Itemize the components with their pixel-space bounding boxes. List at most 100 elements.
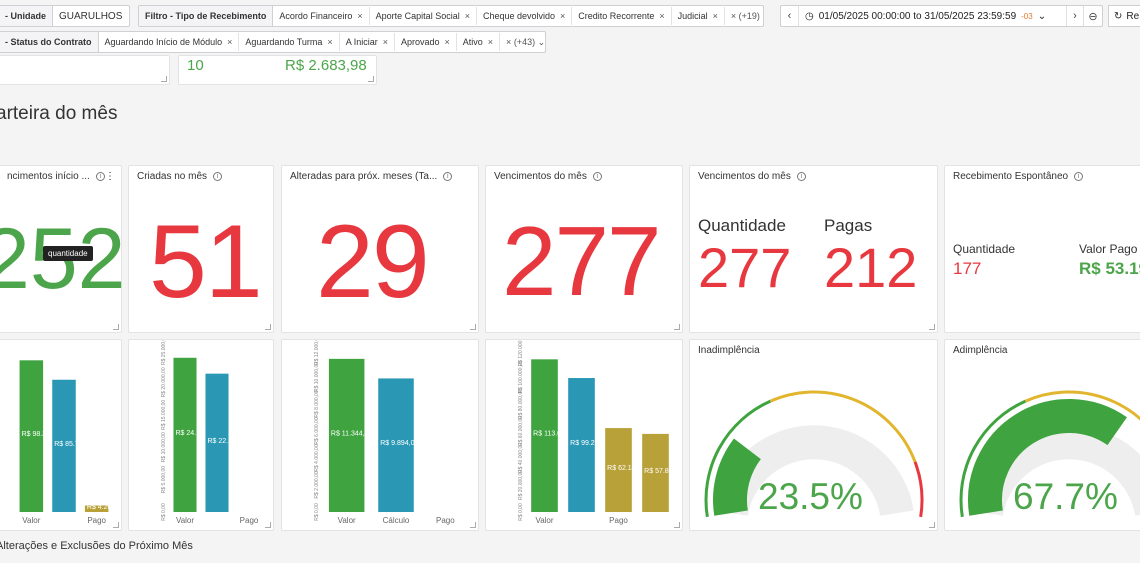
quantidade-value: 277 — [698, 236, 792, 299]
info-icon[interactable]: i — [95, 172, 105, 181]
recebimento-chips: Acordo Financeiro × Aporte Capital Social ×… — [273, 7, 725, 25]
chip-label: Aprovado — [400, 37, 440, 47]
x-tick-label: Cálculo — [383, 516, 410, 525]
close-icon[interactable]: × — [444, 37, 450, 47]
close-icon[interactable]: × — [487, 37, 494, 47]
bar — [19, 360, 44, 512]
bar-chart-panel-3: R$ 0,00 R$ 2.000,00 R$ 4.000,00 R$ 6.000,00… — [281, 339, 479, 531]
gauge-value: 67.7% — [1013, 476, 1118, 517]
resize-handle[interactable] — [929, 324, 935, 330]
bar-chart: R$ 0,00 R$ 5.000,00 R$ 10.000,00 R$ 15.000,… — [161, 340, 259, 525]
chip-label: Aguardando Turma — [245, 37, 323, 47]
panel-menu-icon[interactable]: ⋮ — [105, 171, 115, 182]
stat-value: 51 — [149, 204, 263, 320]
info-icon[interactable]: i — [443, 172, 453, 181]
recebimento-filter-label: Filtro - Tipo de Recebimento — [139, 6, 274, 26]
resize-handle[interactable] — [674, 522, 680, 528]
y-tick-label: R$ 100.000,00 — [518, 360, 524, 393]
unidade-filter-label: - Unidade — [0, 6, 54, 26]
recebimento-chip[interactable]: Acordo Financeiro × — [273, 7, 370, 25]
recebimento-chip[interactable]: Aporte Capital Social × — [370, 7, 477, 25]
gauge-threshold — [1024, 390, 1140, 421]
close-icon[interactable]: × — [327, 37, 333, 47]
resize-handle[interactable] — [265, 522, 271, 528]
stat-value: 29 — [316, 204, 430, 320]
close-icon[interactable]: × — [560, 11, 566, 21]
recebimento-filter[interactable]: Filtro - Tipo de Recebimento Acordo Fina… — [138, 5, 764, 27]
contrato-filter[interactable]: - Status do Contrato Aguardando Início d… — [0, 31, 546, 53]
time-range-picker[interactable]: ‹ ◷ 01/05/2025 00:00:00 to 31/05/2025 23… — [780, 5, 1103, 27]
bar-chart-panel-4: R$ 0,00 R$ 20.000,00 R$ 40.000,00 R$ 60.000… — [485, 339, 683, 531]
panel-title: Alteradas para próx. meses (Ta... i — [290, 171, 453, 182]
top-partial-panel-left — [0, 55, 170, 85]
y-tick-label: R$ 0,00 — [518, 503, 524, 521]
unidade-filter[interactable]: - Unidade GUARULHOS⌄ — [0, 5, 130, 27]
resize-handle[interactable] — [470, 324, 476, 330]
panel-title: Adimplência — [953, 345, 1008, 356]
bar — [378, 378, 414, 512]
contrato-chip[interactable]: Aguardando Turma × — [239, 33, 340, 51]
panel-title-text: Criadas no mês — [137, 171, 208, 182]
time-range-text: 01/05/2025 00:00:00 to 31/05/2025 23:59:… — [818, 10, 1017, 22]
gauge — [704, 390, 924, 518]
contrato-chip[interactable]: Aprovado × — [395, 33, 457, 51]
close-icon[interactable]: × — [227, 37, 233, 47]
espontaneo-valor-label: Valor Pago — [1079, 242, 1138, 256]
panel-title: ncimentos início ... i — [7, 171, 105, 182]
bar — [531, 359, 558, 512]
resize-handle[interactable] — [265, 324, 271, 330]
close-icon[interactable]: × — [357, 11, 363, 21]
stat-panel-vencimentos: Vencimentos do mês i 277 — [485, 165, 683, 333]
panel-title-text: Recebimento Espontâneo — [953, 171, 1069, 182]
recebimento-more[interactable]: × (+19) ⌄ — [730, 10, 763, 21]
data-label: R$ 62.173,56 — [607, 465, 649, 472]
bottom-section-title: Alterações e Exclusões do Próximo Mês — [0, 540, 193, 552]
y-tick-label: R$ 40.000,00 — [518, 443, 524, 473]
chip-label: Credito Recorrente — [578, 11, 655, 21]
close-icon[interactable]: × — [712, 11, 718, 21]
refresh-button[interactable]: ↻ Re — [1108, 5, 1140, 27]
data-label: R$ 11.344,0 — [331, 430, 369, 437]
close-icon[interactable]: × — [464, 11, 470, 21]
time-forward-button[interactable]: › — [1066, 6, 1084, 26]
time-range[interactable]: ◷ 01/05/2025 00:00:00 to 31/05/2025 23:5… — [799, 11, 1066, 22]
y-tick-label: R$ 80.000,00 — [518, 389, 524, 419]
resize-handle[interactable] — [161, 76, 167, 82]
recebimento-chip[interactable]: Cheque devolvido × — [477, 7, 573, 25]
resize-handle[interactable] — [113, 324, 119, 330]
contrato-chip[interactable]: Aguardando Início de Módulo × — [99, 33, 240, 51]
contrato-chip[interactable]: Ativo × — [457, 33, 501, 51]
info-icon[interactable]: i — [213, 172, 223, 181]
panel-title-text: Alteradas para próx. meses (Ta... — [290, 171, 438, 182]
section-title: arteira do mês — [0, 103, 118, 124]
unidade-filter-value[interactable]: GUARULHOS⌄ — [53, 6, 129, 26]
resize-handle[interactable] — [929, 522, 935, 528]
recebimento-chip[interactable]: Judicial × — [672, 7, 725, 25]
panel-title-text: Vencimentos do mês — [698, 171, 791, 182]
bar — [52, 379, 76, 512]
refresh-icon: ↻ — [1114, 10, 1123, 22]
close-icon[interactable]: × — [382, 37, 388, 47]
resize-handle[interactable] — [368, 76, 374, 82]
info-icon[interactable]: i — [592, 172, 602, 181]
contrato-more[interactable]: × (+43) ⌄ — [506, 36, 546, 47]
recebimento-espontaneo-panel: Recebimento Espontâneo i Quantidade 177 V… — [944, 165, 1140, 333]
gauge-threshold — [959, 399, 1027, 518]
contrato-chip[interactable]: A Iniciar × — [340, 33, 395, 51]
close-icon[interactable]: × — [659, 11, 665, 21]
info-icon[interactable]: i — [796, 172, 806, 181]
chip-label: Judicial — [677, 11, 708, 21]
data-label: R$ 4.207,98 — [87, 504, 122, 511]
stat-panel-inicio: ncimentos início ...i ⋮ 252 — [0, 165, 126, 333]
recebimento-chip[interactable]: Credito Recorrente × — [572, 7, 672, 25]
resize-handle[interactable] — [674, 324, 680, 330]
resize-handle[interactable] — [470, 522, 476, 528]
bar — [642, 433, 669, 512]
time-back-button[interactable]: ‹ — [781, 6, 799, 26]
resize-handle[interactable] — [113, 522, 119, 528]
bar — [605, 428, 632, 512]
x-tick-label: Valor — [22, 516, 40, 525]
zoom-out-button[interactable]: ⊖ — [1088, 10, 1098, 23]
info-icon[interactable]: i — [1074, 172, 1084, 181]
